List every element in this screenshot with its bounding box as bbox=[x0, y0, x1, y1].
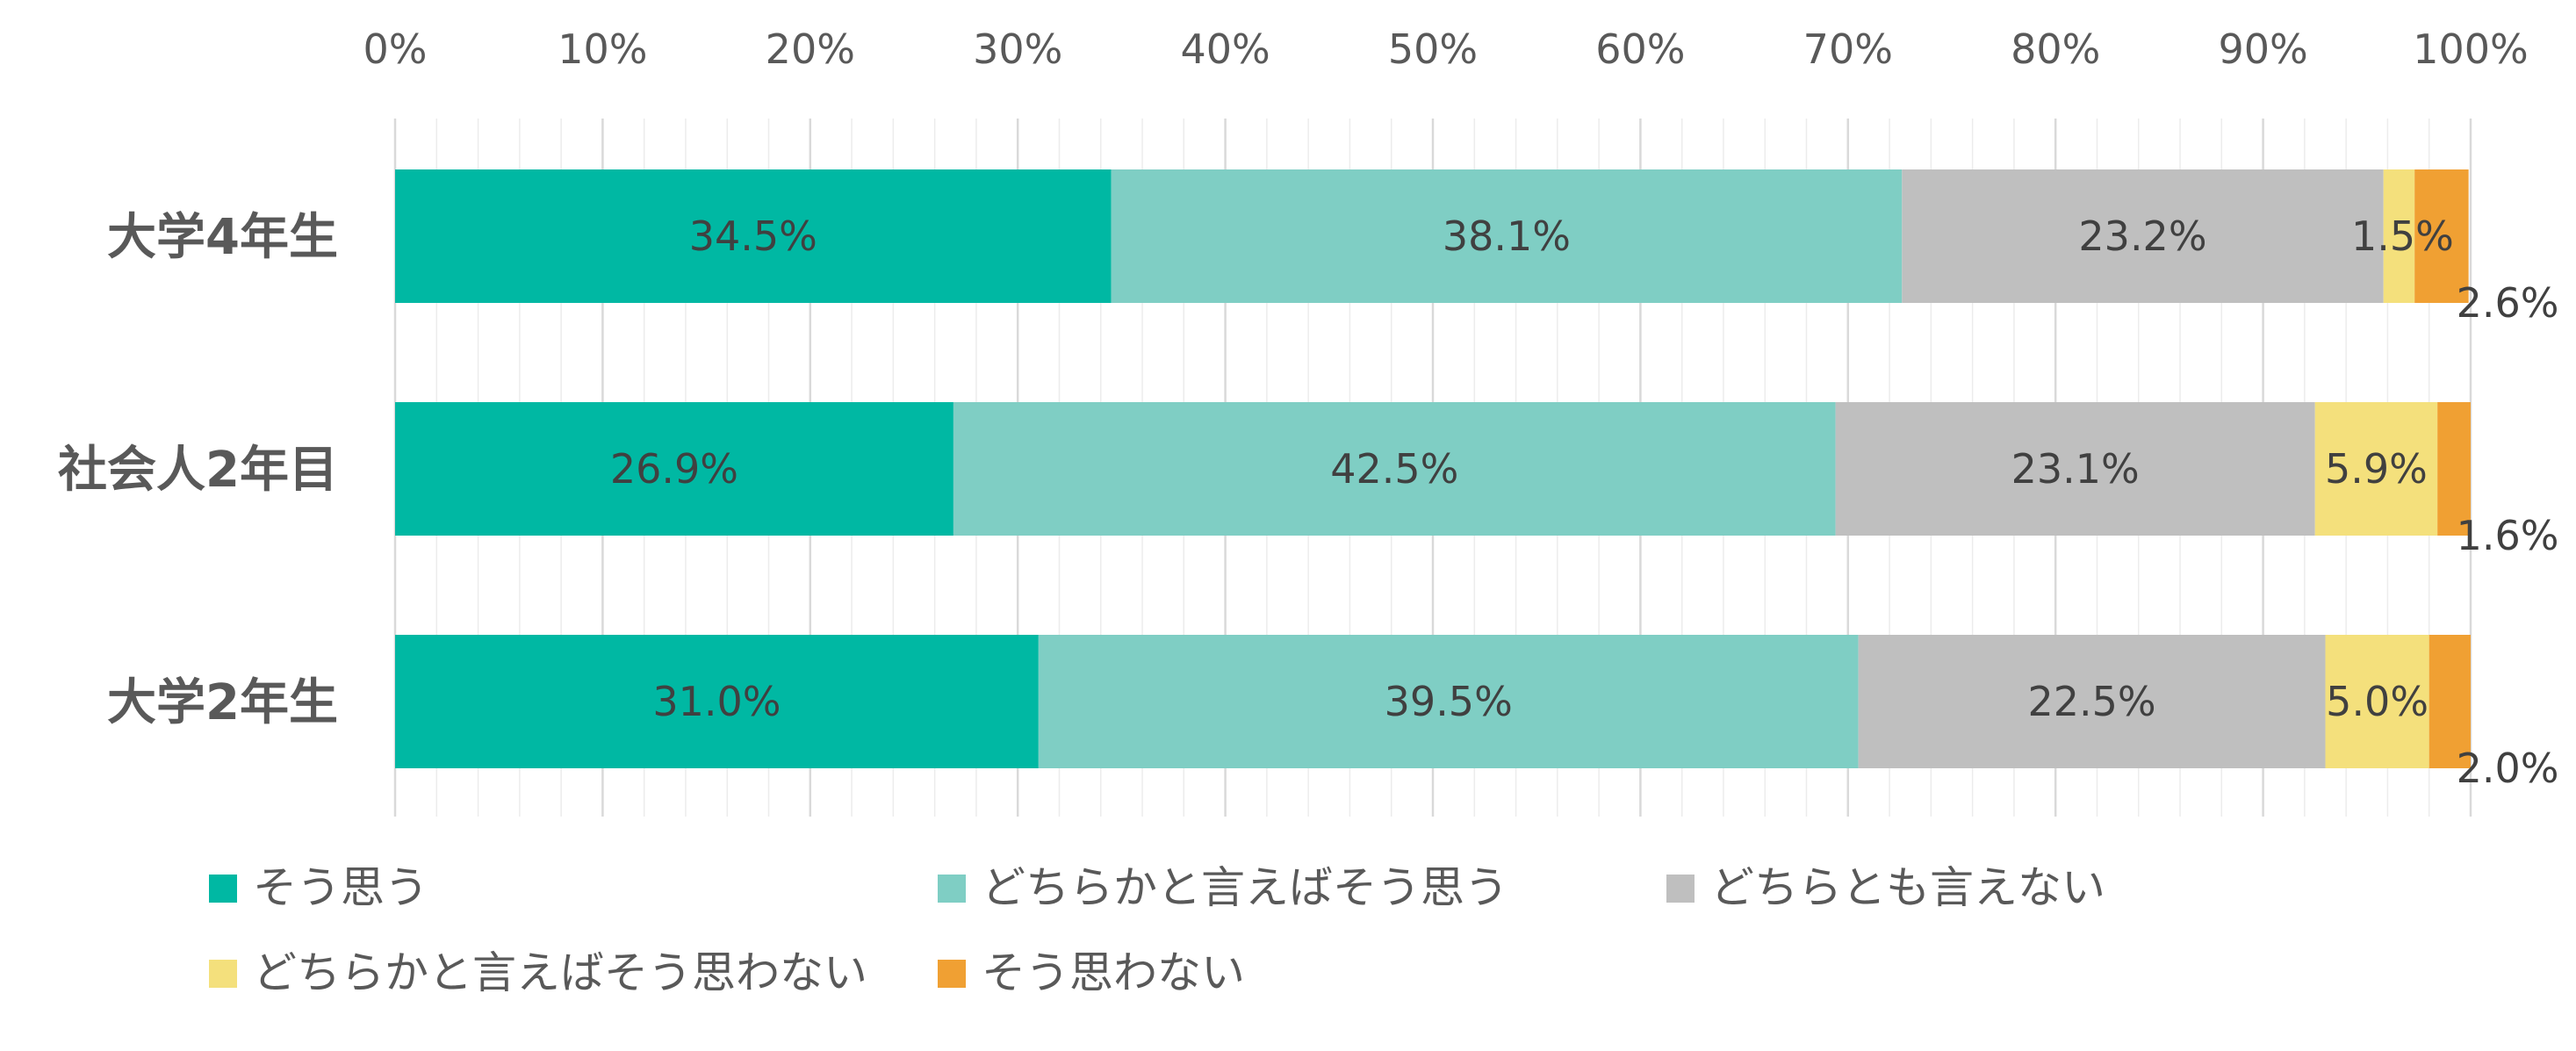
legend-label: そう思わない bbox=[982, 947, 1245, 998]
legend-swatch bbox=[938, 960, 966, 988]
bar-segment bbox=[1835, 402, 2315, 536]
x-tick-label: 80% bbox=[2011, 25, 2100, 73]
x-tick-label: 100% bbox=[2413, 25, 2529, 73]
data-label: 26.9% bbox=[610, 445, 738, 493]
bar-segment bbox=[1038, 635, 1859, 768]
bar-segment bbox=[1902, 169, 2384, 303]
x-tick-label: 50% bbox=[1388, 25, 1478, 73]
category-label: 社会人2年目 bbox=[58, 442, 338, 499]
data-label: 42.5% bbox=[1330, 445, 1458, 493]
data-labels: 34.5% 38.1% 23.2% 1.5%2.6% 26.9% 42.5% 23.1% 5.… bbox=[610, 212, 2559, 792]
bar-segment bbox=[395, 635, 1039, 768]
data-label: 23.2% bbox=[2078, 212, 2206, 260]
legend-swatch bbox=[209, 960, 237, 988]
x-tick-label: 10% bbox=[558, 25, 647, 73]
legend-swatch bbox=[209, 875, 237, 903]
x-tick-label: 40% bbox=[1180, 25, 1270, 73]
bar-segment bbox=[1111, 169, 1903, 303]
bar-segment bbox=[2314, 402, 2438, 536]
legend-label: どちらとも言えない bbox=[1710, 862, 2105, 913]
data-label: 1.6% bbox=[2457, 512, 2559, 559]
x-tick-label: 60% bbox=[1595, 25, 1685, 73]
category-label: 大学2年生 bbox=[107, 674, 338, 731]
bar-segment bbox=[395, 169, 1112, 303]
data-label: 2.6% bbox=[2457, 279, 2559, 327]
data-label: 5.0% bbox=[2326, 678, 2428, 725]
legend-swatch bbox=[938, 875, 966, 903]
data-label: 2.0% bbox=[2457, 745, 2559, 792]
data-label: 34.5% bbox=[689, 212, 817, 260]
bar-segment bbox=[395, 402, 953, 536]
bar-segment bbox=[2414, 169, 2469, 303]
x-tick-label: 30% bbox=[973, 25, 1062, 73]
bar-segment bbox=[2325, 635, 2429, 768]
legend-label: そう思う bbox=[253, 862, 428, 913]
bar-segment bbox=[1858, 635, 2326, 768]
x-tick-label: 20% bbox=[766, 25, 855, 73]
x-tick-label: 70% bbox=[1803, 25, 1893, 73]
bar-segment bbox=[2428, 635, 2471, 768]
bar-segment bbox=[2437, 402, 2471, 536]
data-label: 38.1% bbox=[1443, 212, 1571, 260]
legend-label: どちらかと言えばそう思う bbox=[982, 862, 1508, 913]
legend-label: どちらかと言えばそう思わない bbox=[253, 947, 867, 998]
bars bbox=[395, 169, 2471, 768]
x-axis: 0% 10% 20% 30% 40% 50% 60% 70% 80% 90% 100% bbox=[363, 25, 2529, 73]
data-label: 31.0% bbox=[652, 678, 781, 725]
data-label: 22.5% bbox=[2027, 678, 2155, 725]
category-label: 大学4年生 bbox=[107, 209, 338, 266]
bar-segment bbox=[953, 402, 1836, 536]
data-label: 39.5% bbox=[1385, 678, 1513, 725]
data-label: 5.9% bbox=[2325, 445, 2428, 493]
legend-swatch bbox=[1666, 875, 1695, 903]
bar-segment bbox=[2383, 169, 2415, 303]
x-tick-label: 90% bbox=[2218, 25, 2307, 73]
data-label: 23.1% bbox=[2011, 445, 2140, 493]
x-tick-label: 0% bbox=[363, 25, 428, 73]
data-label: 1.5% bbox=[2351, 212, 2454, 260]
